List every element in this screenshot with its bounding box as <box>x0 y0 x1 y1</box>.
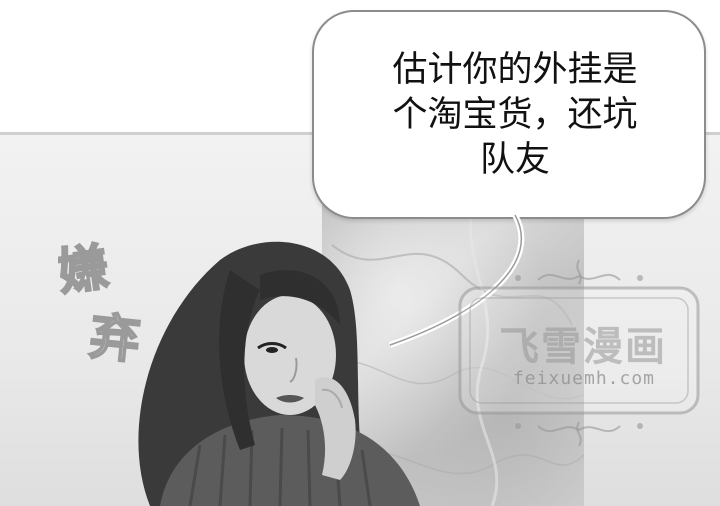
sound-effect-text: 嫌 弃 <box>58 236 144 368</box>
watermark-url: feixuemh.com <box>512 368 656 389</box>
svg-text:弃: 弃 <box>87 307 143 368</box>
watermark-title: 飞雪漫画 <box>499 324 667 370</box>
woman-figure <box>138 241 420 506</box>
speech-bubble <box>312 10 706 219</box>
speech-bubble-text: 估计你的外挂是 个淘宝货，还坑 队友 <box>350 48 680 183</box>
svg-text:嫌: 嫌 <box>58 237 112 301</box>
speech-line-1: 估计你的外挂是 <box>392 50 638 90</box>
watermark-frame <box>458 259 700 447</box>
speech-line-3: 队友 <box>479 140 550 180</box>
speech-line-2: 个淘宝货，还坑 <box>392 95 638 135</box>
speech-bubble-tail <box>389 213 525 348</box>
